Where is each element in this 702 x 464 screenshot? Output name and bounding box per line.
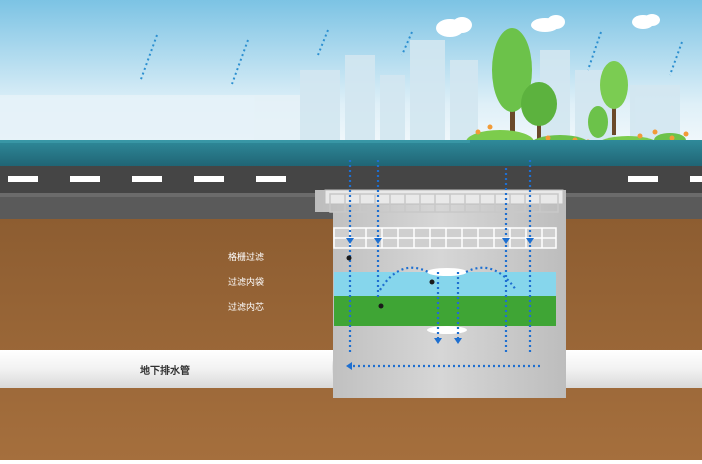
filter-core-layer — [334, 296, 556, 326]
filter-bag-layer — [334, 272, 556, 296]
label-underground-pipe: 地下排水管 — [140, 366, 190, 377]
flow-arrow-icon — [348, 160, 540, 368]
road-dash — [132, 176, 162, 182]
rain-drop-icon — [139, 29, 683, 85]
flow-arrow-heads — [346, 238, 534, 370]
label-filter-bag: 过滤内袋 — [228, 278, 265, 288]
cloud-icon — [436, 14, 660, 37]
grate-basket — [333, 227, 557, 249]
road-dash — [70, 176, 100, 182]
label-grate-filter: 格栅过滤 — [228, 253, 265, 263]
road-dash — [8, 176, 38, 182]
road-dash — [628, 176, 658, 182]
road-dash — [194, 176, 224, 182]
road-dash — [690, 176, 702, 182]
road-dash — [256, 176, 286, 182]
grate-top — [329, 193, 559, 213]
river — [0, 140, 702, 168]
label-filter-core: 过滤内芯 — [228, 303, 265, 313]
road-markings — [8, 176, 702, 182]
